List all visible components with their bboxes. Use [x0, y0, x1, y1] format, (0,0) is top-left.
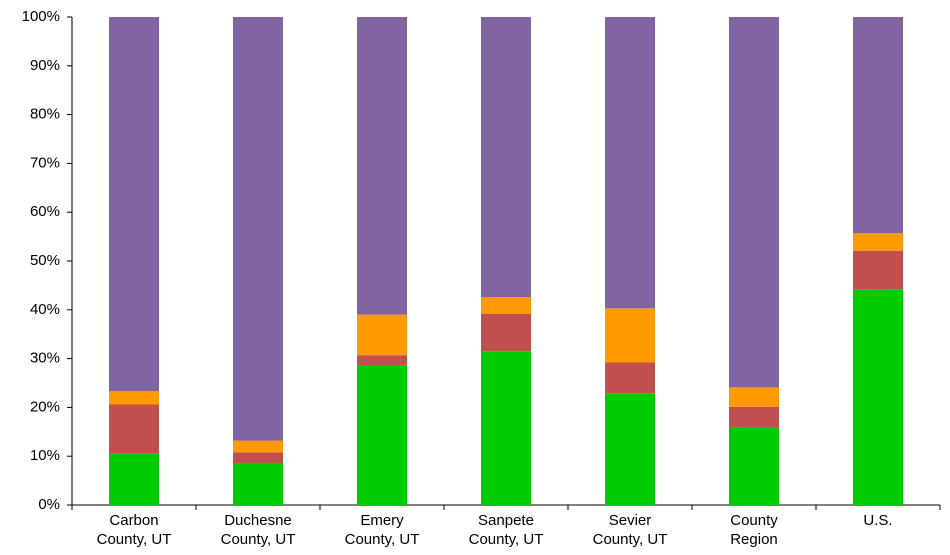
y-tick-label: 20%: [30, 398, 60, 415]
bar-segment: [605, 393, 655, 505]
bar-segment: [109, 453, 159, 505]
bar-segment: [481, 313, 531, 352]
x-tick-label: Duchesne County, UT: [221, 512, 296, 548]
bar-segment: [605, 308, 655, 363]
x-tick-label-line: Sevier: [609, 512, 652, 529]
bar-segment: [853, 250, 903, 290]
x-tick-label-line: County, UT: [593, 531, 668, 548]
x-tick-label-line: Sanpete: [478, 512, 534, 529]
x-tick-label-line: Duchesne: [224, 512, 292, 529]
x-tick-label-line: County: [730, 512, 778, 529]
x-tick-label-line: Region: [730, 531, 778, 548]
x-tick-label: County Region: [730, 512, 778, 548]
x-tick-label: Sanpete County, UT: [469, 512, 544, 548]
y-tick-label: 60%: [30, 203, 60, 220]
bar-segment: [233, 440, 283, 453]
x-tick-label: Sevier County, UT: [593, 512, 668, 548]
bar-segment: [481, 297, 531, 314]
bar-segment: [109, 391, 159, 405]
x-tick-label: U.S.: [863, 512, 892, 529]
x-tick-label-line: County, UT: [345, 531, 420, 548]
bar-segment: [729, 406, 779, 428]
bar-segment: [605, 362, 655, 394]
x-tick-label: Emery County, UT: [345, 512, 420, 548]
bar-segment: [357, 314, 407, 356]
y-tick-label: 0%: [38, 496, 60, 513]
bar-segment: [481, 17, 531, 298]
y-tick-label: 90%: [30, 57, 60, 74]
bar-segment: [109, 17, 159, 392]
bar-segment: [729, 387, 779, 407]
bar-segment: [853, 289, 903, 505]
bar-segment: [729, 427, 779, 505]
x-tick-label-line: County, UT: [221, 531, 296, 548]
y-tick-label: 30%: [30, 350, 60, 367]
bar-segment: [357, 17, 407, 315]
y-tick-label: 50%: [30, 252, 60, 269]
x-tick-label: Carbon County, UT: [97, 512, 172, 548]
x-tick-label-line: Emery: [360, 512, 404, 529]
x-tick-label-line: U.S.: [863, 512, 892, 529]
x-tick-label-line: Carbon: [109, 512, 158, 529]
bar-segment: [233, 452, 283, 464]
x-tick-label-line: County, UT: [469, 531, 544, 548]
bar-segment: [605, 17, 655, 309]
bar-segment: [853, 17, 903, 234]
bar-segment: [481, 351, 531, 505]
bar-segment: [357, 355, 407, 366]
bar-segment: [233, 463, 283, 505]
y-tick-label: 40%: [30, 301, 60, 318]
x-tick-label-line: County, UT: [97, 531, 172, 548]
y-tick-label: 70%: [30, 154, 60, 171]
y-tick-label: 10%: [30, 447, 60, 464]
y-tick-label: 80%: [30, 106, 60, 123]
bar-segment: [233, 17, 283, 441]
bar-segment: [853, 233, 903, 251]
bar-segment: [729, 17, 779, 388]
bar-segment: [357, 365, 407, 505]
y-tick-label: 100%: [22, 8, 60, 25]
bar-segment: [109, 404, 159, 454]
